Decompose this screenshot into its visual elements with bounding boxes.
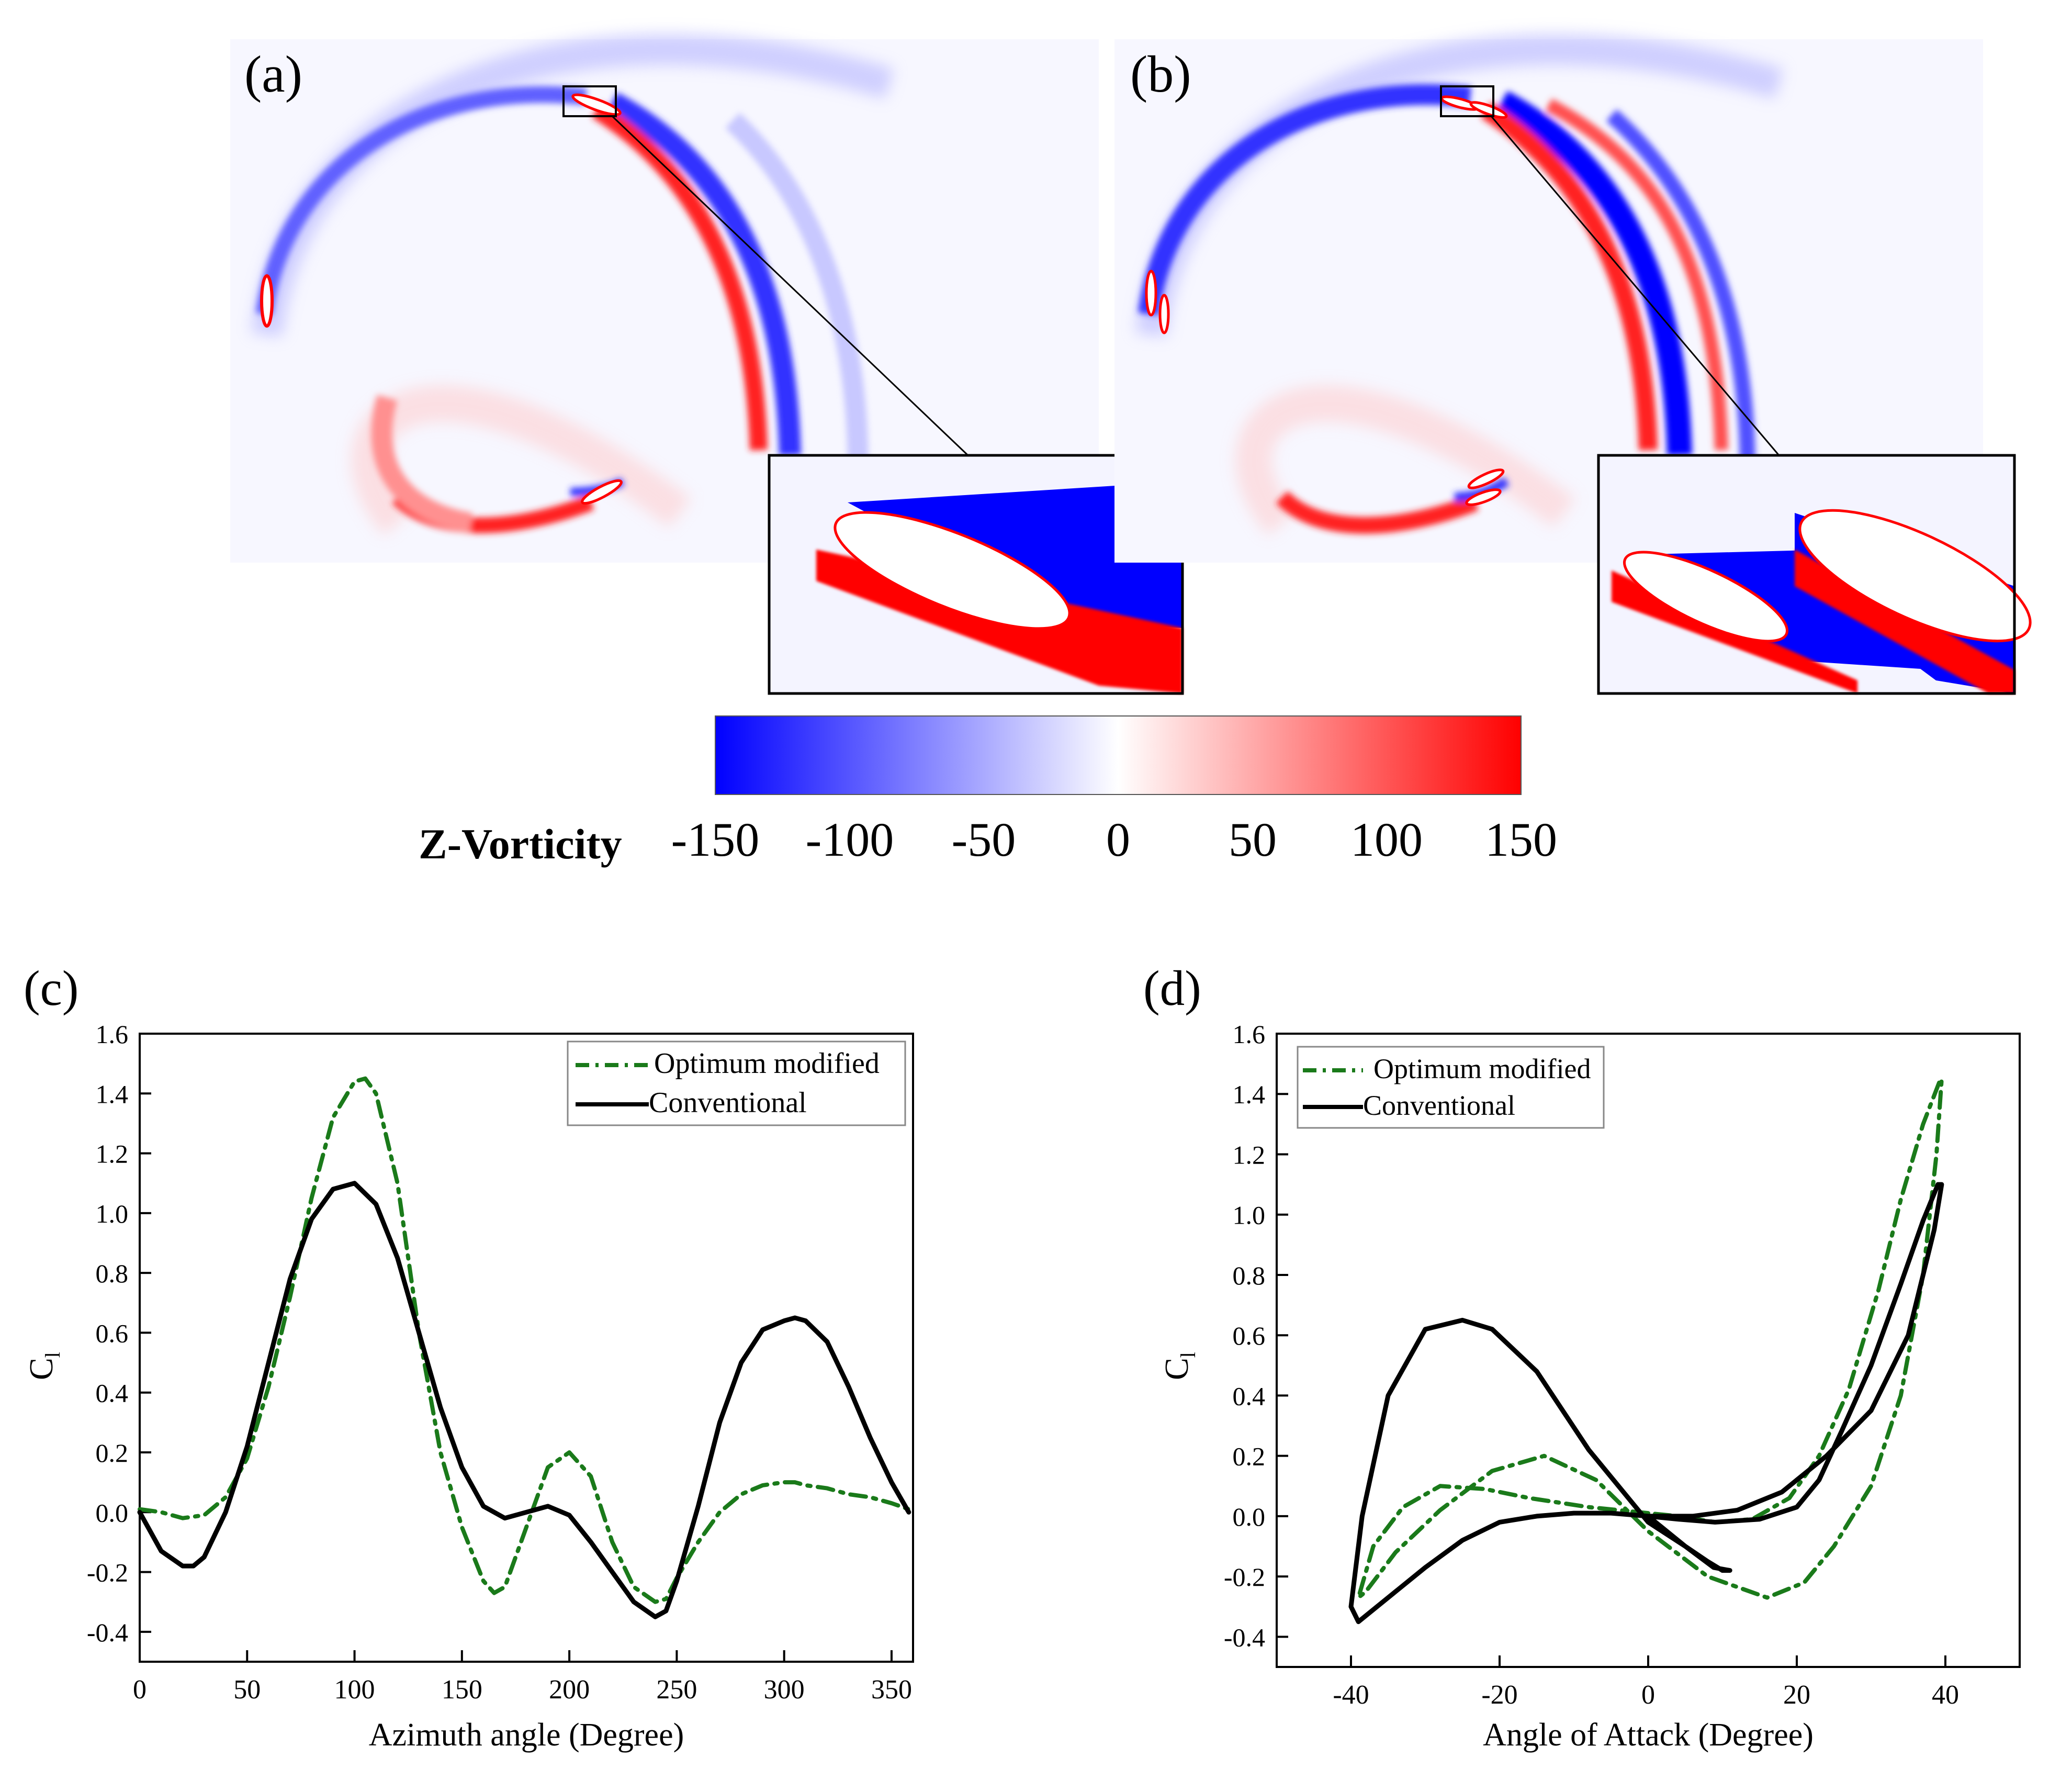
y-tick-label: 1.4 [96,1079,129,1109]
panel-b-blade-left-2 [1158,294,1170,334]
chart-d-ylabel: Cl [1158,1352,1200,1380]
panel-a-vortex-streaks [256,86,869,534]
colorbar-title: Z-Vorticity [419,820,622,868]
chart-c-legend: Optimum modified Conventional [567,1040,906,1126]
panel-d-label: (d) [1143,960,1201,1016]
panel-a-blade-left [260,274,274,328]
x-tick-label: 350 [871,1675,912,1705]
colorbar-tick: -50 [952,813,1016,866]
y-tick-label: 1.6 [1233,1020,1266,1049]
chart-d-xlabel: Angle of Attack (Degree) [1483,1717,1814,1753]
panel-a-blade-top [571,93,622,116]
legend-label-conventional: Conventional [649,1087,807,1119]
colorbar-tick: -150 [671,813,760,866]
x-tick-label: 0 [1641,1680,1655,1710]
y-tick-label: 0.6 [1233,1321,1266,1350]
series-optimum-modified [1356,1077,1944,1600]
y-tick-label: 1.0 [1233,1201,1266,1230]
x-tick-label: 0 [133,1675,147,1705]
panel-b-label: (b) [1130,45,1191,103]
y-tick-label: 1.4 [1233,1080,1266,1109]
chart-d: (d) -40 -20 0 20 40 -0.4 -0.2 0.0 0.2 0.4 0.6 0.8 1.… [1143,960,2021,1753]
y-tick-label: 0.0 [1233,1502,1266,1531]
panel-a-zoom-box [562,85,617,117]
y-tick-label: -0.2 [1224,1562,1265,1592]
x-tick-label: -20 [1481,1680,1517,1710]
y-tick-label: -0.4 [1224,1622,1265,1652]
colorbar-gradient [715,715,1522,795]
x-tick-label: 40 [1932,1680,1959,1710]
panel-a-zoom-line [611,115,969,456]
y-tick-label: 0.8 [96,1259,129,1288]
legend-label-conventional: Conventional [1363,1090,1515,1121]
panel-a-label: (a) [244,45,302,103]
x-tick-label: 300 [764,1675,805,1705]
y-tick-label: 0.4 [1233,1381,1266,1411]
panel-c-label: (c) [24,960,78,1016]
chart-c-xlabel: Azimuth angle (Degree) [369,1717,684,1753]
x-tick-label: 150 [442,1675,482,1705]
y-tick-label: 1.2 [1233,1140,1266,1169]
panel-b-blade-bottom-1 [1467,468,1505,489]
y-tick-label: 1.2 [96,1139,129,1169]
panel-a-blade-bottom [581,479,623,505]
colorbar: Z-Vorticity -150 -100 -50 0 50 100 150 [419,715,1557,868]
vorticity-panel-a: (a) [230,33,1184,695]
panel-b-zoom-line [1490,116,1780,456]
x-tick-label: 50 [233,1675,261,1705]
colorbar-tick: 50 [1229,813,1277,866]
legend-label-optimum: Optimum modified [1373,1053,1591,1084]
series-optimum-modified [138,1076,911,1604]
y-tick-label: 0.2 [1233,1442,1266,1471]
y-tick-label: 0.4 [96,1379,129,1408]
y-tick-label: 0.2 [96,1438,129,1468]
panel-b-vortex-streaks [1138,84,1755,534]
panel-b-zoom-box [1440,85,1494,117]
colorbar-tick: -100 [806,813,894,866]
x-tick-label: -40 [1333,1680,1369,1710]
y-tick-label: -0.4 [87,1618,128,1647]
panel-a-inset [768,454,1184,695]
colorbar-tick: 150 [1485,813,1557,866]
chart-d-ylabel-text: Cl [1158,1352,1200,1380]
series-conventional [137,1181,911,1619]
colorbar-tick: 0 [1106,813,1130,866]
vorticity-panel-b: (b) [1114,33,2032,695]
chart-c-ylabel-text: Cl [22,1352,64,1380]
chart-c-frame [139,1033,914,1663]
y-tick-label: 0.8 [1233,1261,1266,1290]
x-tick-label: 20 [1783,1680,1810,1710]
series-conventional [1348,1182,1944,1625]
panel-b-blade-top-2 [1469,101,1508,119]
x-tick-label: 100 [334,1675,375,1705]
panel-b-blade-left-1 [1145,270,1157,317]
panel-b-inset [1597,454,2032,695]
x-tick-label: 250 [656,1675,697,1705]
x-tick-label: 200 [549,1675,590,1705]
chart-d-legend: Optimum modified Conventional [1297,1046,1605,1129]
y-tick-label: -0.2 [87,1558,128,1587]
legend-label-optimum: Optimum modified [654,1047,880,1080]
panel-b-blade-bottom-2 [1465,488,1502,506]
chart-c: (c) 0 50 100 150 200 250 300 350 -0.4 -0.2 0.0 0.2 0… [22,960,914,1753]
y-tick-label: 1.0 [96,1199,129,1228]
y-tick-label: 1.6 [96,1020,129,1049]
colorbar-tick: 100 [1350,813,1423,866]
y-tick-label: 0.0 [96,1498,129,1527]
y-tick-label: 0.6 [96,1318,129,1348]
chart-c-ylabel: Cl [22,1352,64,1380]
